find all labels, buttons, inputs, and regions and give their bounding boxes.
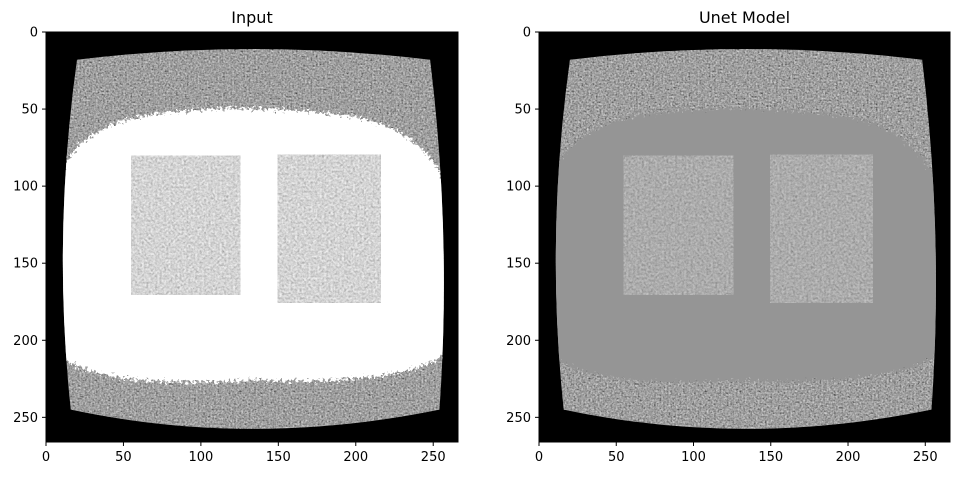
field-of-view xyxy=(62,48,444,429)
x-tick-label: 50 xyxy=(115,450,132,465)
ct-image xyxy=(46,32,458,442)
body-region xyxy=(555,108,936,383)
y-tick-label: 0 xyxy=(30,26,38,41)
axes-frame xyxy=(538,31,951,443)
field-of-view xyxy=(555,48,936,429)
y-tick-label: 50 xyxy=(21,103,38,118)
x-tick-label: 100 xyxy=(188,450,213,465)
y-tick-label: 150 xyxy=(506,257,531,272)
panel-title: Input xyxy=(231,8,272,27)
x-tick-label: 150 xyxy=(758,450,783,465)
lungs xyxy=(623,154,873,303)
left-lung xyxy=(623,155,734,295)
y-tick-label: 100 xyxy=(13,180,38,195)
y-tick-label: 100 xyxy=(506,180,531,195)
x-tick-label: 250 xyxy=(913,450,938,465)
x-tick-label: 0 xyxy=(535,450,543,465)
x-tick-label: 100 xyxy=(681,450,706,465)
x-tick-label: 50 xyxy=(608,450,625,465)
panel-unet-model: Unet Model 0 50 100 150 200 250 0 50 100 150 200 250 xyxy=(506,8,951,465)
y-tick-label: 150 xyxy=(13,257,38,272)
right-lung xyxy=(770,154,873,303)
axes-frame xyxy=(45,31,459,443)
panel-input: Input 0 50 100 150 200 250 0 50 100 150 200 250 xyxy=(13,8,459,465)
x-tick-label: 250 xyxy=(421,450,446,465)
y-tick-label: 250 xyxy=(13,411,38,426)
x-tick-label: 200 xyxy=(343,450,368,465)
body-region xyxy=(62,108,444,383)
left-lung xyxy=(131,155,241,295)
y-tick-label: 50 xyxy=(514,103,531,118)
panel-title: Unet Model xyxy=(699,8,790,27)
ct-image xyxy=(539,32,950,442)
right-lung xyxy=(277,154,381,303)
x-tick-label: 0 xyxy=(42,450,50,465)
y-tick-label: 250 xyxy=(506,411,531,426)
y-tick-label: 200 xyxy=(13,334,38,349)
lungs xyxy=(131,154,381,303)
x-tick-label: 150 xyxy=(266,450,291,465)
y-tick-label: 200 xyxy=(506,334,531,349)
x-tick-label: 200 xyxy=(836,450,861,465)
y-tick-label: 0 xyxy=(523,26,531,41)
